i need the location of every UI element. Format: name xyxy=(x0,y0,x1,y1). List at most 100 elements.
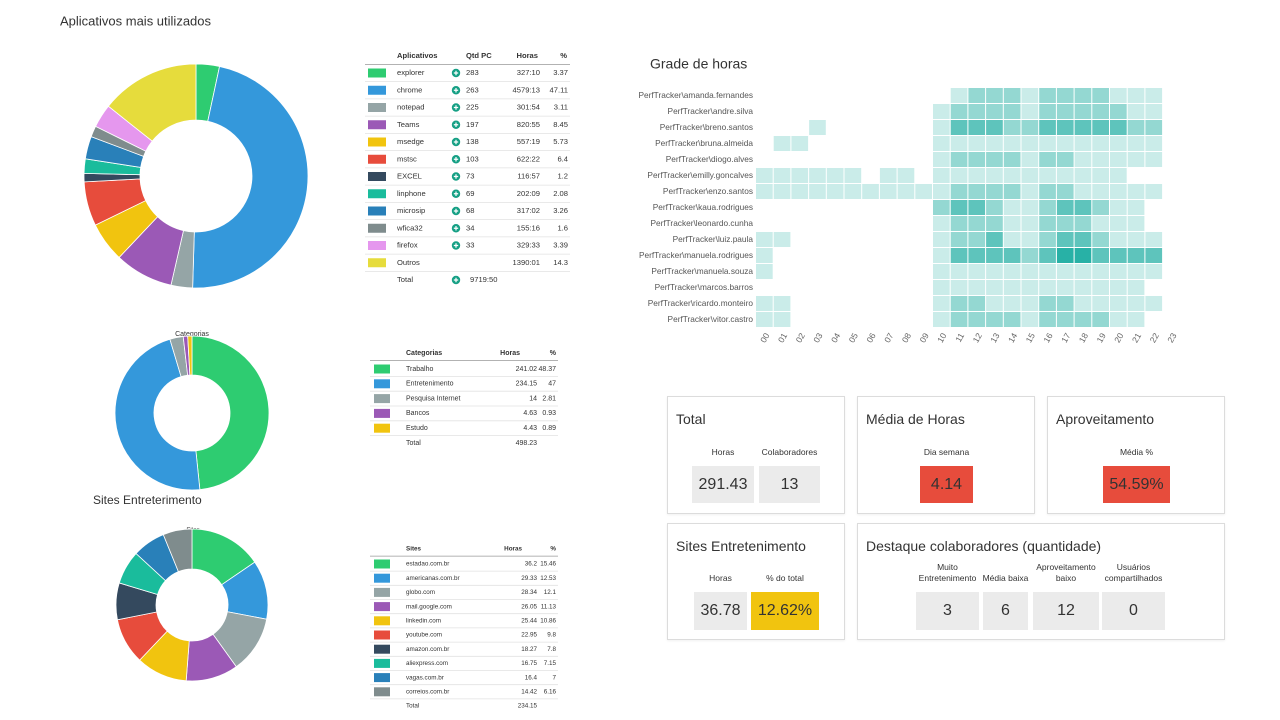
heat-cell xyxy=(1039,152,1056,167)
x-tick-label: 20 xyxy=(1112,331,1126,344)
heat-cell xyxy=(1163,200,1180,215)
category-name: youtube.com xyxy=(406,632,442,639)
heat-cell xyxy=(880,280,897,295)
percent: 3.11 xyxy=(554,103,568,112)
card-title: Sites Entretenimento xyxy=(676,538,806,554)
category-name: explorer xyxy=(397,68,425,77)
heat-cell xyxy=(1074,104,1092,119)
heat-cell xyxy=(1163,104,1180,119)
heat-cell xyxy=(898,248,915,263)
legend-swatch xyxy=(374,616,390,626)
heat-cell xyxy=(915,136,932,151)
heat-cell xyxy=(756,312,773,327)
heat-cell xyxy=(880,232,897,247)
heat-cell xyxy=(809,136,826,151)
legend-swatch xyxy=(374,658,390,668)
heat-cell xyxy=(968,200,986,215)
category-name: estadao.com.br xyxy=(406,561,449,568)
heat-cell xyxy=(862,200,879,215)
heat-cell xyxy=(968,280,986,295)
hours: 317:02 xyxy=(517,206,540,215)
heat-cell xyxy=(1056,104,1074,119)
heat-cell xyxy=(826,184,844,199)
category-name: linphone xyxy=(397,189,426,198)
heat-cell xyxy=(986,216,1003,231)
heat-cell xyxy=(845,264,862,279)
total-label: Total xyxy=(406,703,419,710)
heat-cell xyxy=(1163,152,1180,167)
heat-cell xyxy=(1092,264,1109,279)
x-tick-label: 13 xyxy=(988,331,1002,344)
heat-cell xyxy=(773,296,791,311)
heat-cell xyxy=(773,136,791,151)
heat-cell xyxy=(756,152,773,167)
card-title: Aproveitamento xyxy=(1056,411,1155,427)
legend-swatch xyxy=(368,103,386,112)
heat-cell xyxy=(845,136,862,151)
heat-cell xyxy=(774,152,791,167)
heat-cell xyxy=(933,200,950,215)
heat-cell xyxy=(791,232,808,247)
table-header: Horas xyxy=(504,546,522,553)
heat-cell xyxy=(1163,280,1180,295)
heat-cell xyxy=(1003,296,1021,311)
heat-cell xyxy=(986,296,1003,311)
heat-cell xyxy=(933,120,950,135)
heat-cell xyxy=(1092,184,1109,199)
card-title: Média de Horas xyxy=(866,411,965,427)
x-tick-label: 11 xyxy=(953,331,966,344)
percent: 6.4 xyxy=(557,154,568,163)
heat-cell xyxy=(1145,152,1163,167)
heat-cell xyxy=(1074,264,1092,279)
heat-cell xyxy=(862,136,879,151)
heat-cell xyxy=(880,296,897,311)
hours: 1390:01 xyxy=(513,258,540,267)
kpi-label: Média baixa xyxy=(982,573,1029,583)
heat-cell xyxy=(1145,168,1162,183)
row-label: PerfTracker\andre.silva xyxy=(668,106,754,116)
heat-cell xyxy=(898,136,915,151)
heat-cell xyxy=(791,184,809,199)
heat-cell xyxy=(880,312,897,327)
heat-cell xyxy=(791,248,808,263)
heat-cell xyxy=(1110,296,1127,311)
heat-cell xyxy=(844,168,862,183)
hours: 4.43 xyxy=(523,425,537,432)
heat-cell xyxy=(915,168,932,183)
heat-cell xyxy=(1056,168,1074,183)
table-header: Sites xyxy=(406,546,422,553)
x-tick-label: 14 xyxy=(1006,331,1020,344)
percent: 8.45 xyxy=(553,120,568,129)
hours: 116:57 xyxy=(517,172,540,181)
heat-cell xyxy=(1145,104,1163,119)
legend-swatch xyxy=(374,394,390,404)
heat-cell xyxy=(915,184,932,199)
heat-cell xyxy=(1021,88,1039,103)
heat-cell xyxy=(1021,120,1039,135)
heat-cell xyxy=(1163,264,1180,279)
heat-cell xyxy=(773,232,791,247)
hours: 155:16 xyxy=(517,223,540,232)
hours: 18.27 xyxy=(521,646,537,653)
heat-cell xyxy=(950,296,968,311)
heat-cell xyxy=(1039,200,1056,215)
heat-cell xyxy=(986,200,1003,215)
kpi-label: Colaboradores xyxy=(761,447,818,457)
heat-cell xyxy=(756,200,773,215)
x-tick-label: 04 xyxy=(829,331,843,344)
category-name: correios.com.br xyxy=(406,688,449,695)
heat-cell xyxy=(986,280,1003,295)
heat-cell xyxy=(1039,216,1056,231)
heat-cell xyxy=(1039,264,1056,279)
category-name: mail.google.com xyxy=(406,603,452,610)
heat-cell xyxy=(1003,120,1021,135)
legend-swatch xyxy=(374,379,390,389)
percent: 10.86 xyxy=(540,617,556,624)
hours: 14 xyxy=(529,395,537,402)
heat-cell xyxy=(1074,280,1092,295)
percent: 3.37 xyxy=(553,68,568,77)
kpi-value: 3 xyxy=(916,592,979,630)
heat-cell xyxy=(898,104,915,119)
percent: 48.37 xyxy=(538,366,556,373)
